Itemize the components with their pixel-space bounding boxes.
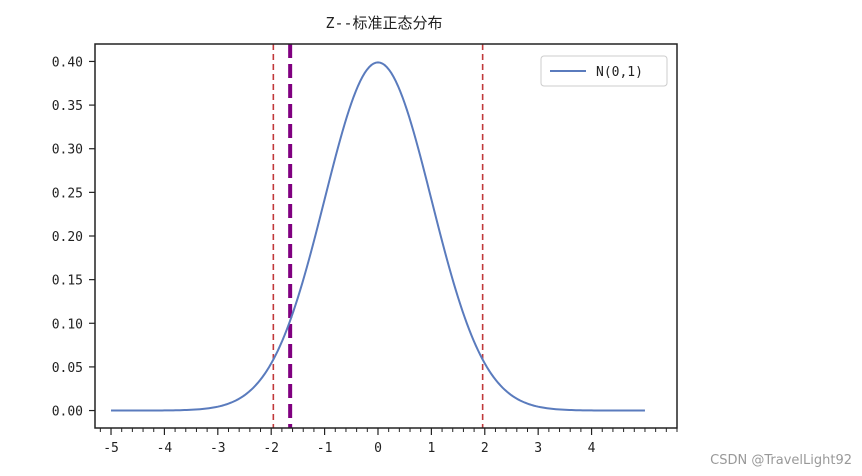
series-line-n01	[111, 61, 645, 412]
x-tick-label: 0	[374, 441, 382, 456]
x-tick-label: 3	[534, 441, 542, 456]
x-tick-label: -3	[210, 441, 226, 456]
legend: N(0,1)	[540, 55, 668, 87]
x-tick-label: -2	[263, 441, 279, 456]
x-tick-label: 2	[481, 441, 489, 456]
watermark: CSDN @TravelLight92	[710, 453, 852, 468]
chart-title: Z--标准正态分布	[325, 14, 442, 32]
x-axis-ticks: -5 -4 -3 -2 -1 0 1 2 3 4	[99, 428, 678, 456]
y-tick-label: 0.30	[52, 143, 83, 158]
x-tick-label: 4	[588, 441, 596, 456]
x-tick-label: -5	[103, 441, 119, 456]
y-axis-ticks: 0.00 0.05 0.10 0.15 0.20 0.25 0.30 0.35 0.40	[52, 55, 95, 420]
y-tick-label: 0.25	[52, 186, 83, 201]
plot-frame	[94, 43, 678, 429]
y-tick-label: 0.15	[52, 274, 83, 289]
legend-box	[540, 55, 668, 87]
y-tick-label: 0.35	[52, 99, 83, 114]
y-tick-label: 0.10	[52, 317, 83, 332]
legend-label-n01: N(0,1)	[596, 65, 643, 80]
x-tick-label: 1	[427, 441, 435, 456]
y-tick-label: 0.40	[52, 55, 83, 70]
reference-lines	[272, 44, 484, 428]
x-tick-label: -1	[317, 441, 333, 456]
y-tick-label: 0.05	[52, 361, 83, 376]
y-tick-label: 0.20	[52, 230, 83, 245]
series-lines	[111, 61, 645, 412]
x-tick-label: -4	[157, 441, 173, 456]
y-tick-label: 0.00	[52, 405, 83, 420]
